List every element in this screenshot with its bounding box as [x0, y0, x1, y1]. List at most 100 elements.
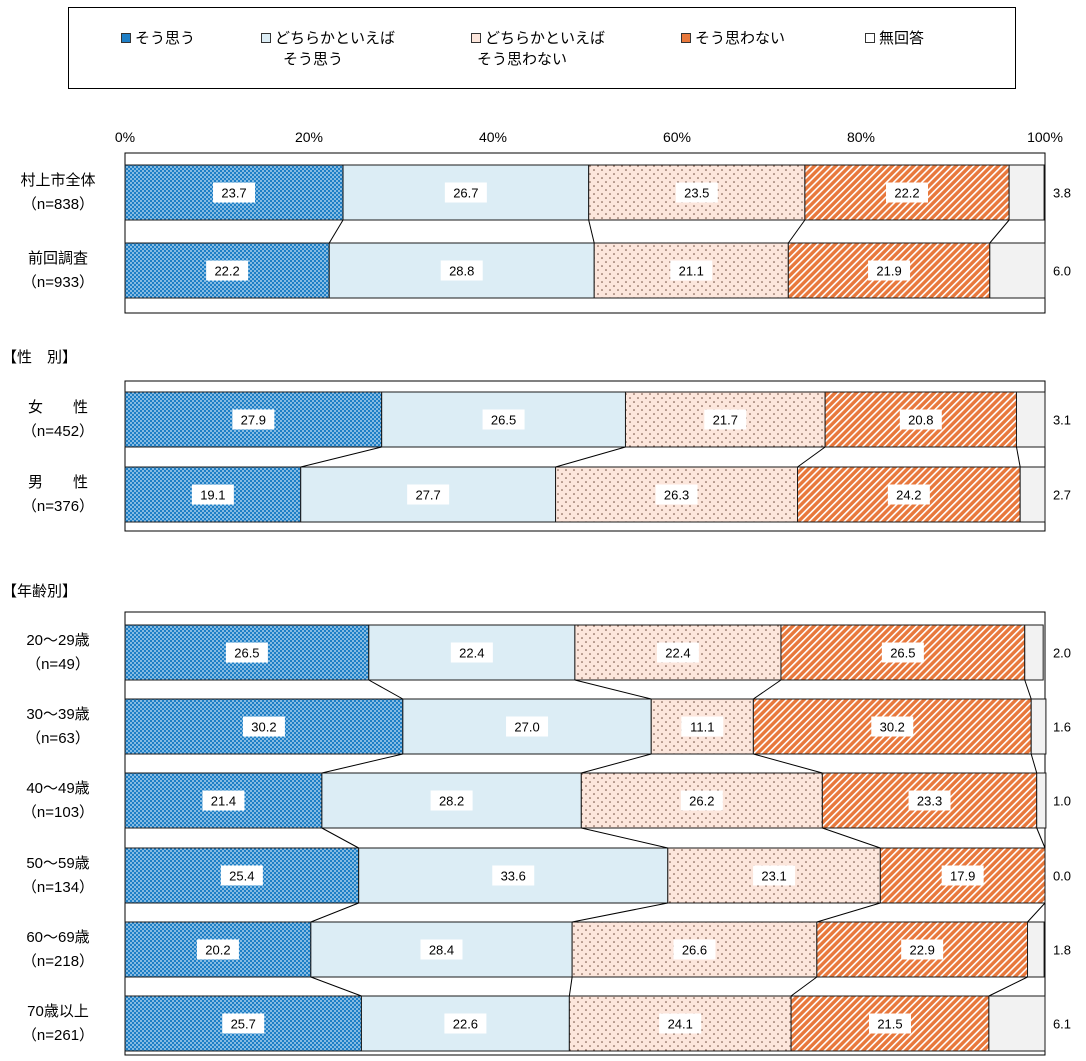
- x-tick-label: 100%: [1027, 129, 1063, 145]
- connector-line: [328, 219, 344, 244]
- data-label: 22.4: [459, 646, 484, 661]
- connector-line: [822, 827, 881, 849]
- data-label: 26.3: [664, 488, 689, 503]
- row-sublabel: （n=452）: [22, 423, 94, 440]
- connector-line: [581, 753, 652, 774]
- segment-mukaitou: [989, 242, 1046, 299]
- data-label-bg: [887, 484, 930, 505]
- data-label: 25.4: [229, 869, 254, 884]
- data-label-outside: 1.8: [1053, 943, 1071, 958]
- segment-mukaitou: [1027, 921, 1045, 978]
- data-label-bg: [871, 716, 914, 737]
- data-label-bg: [225, 642, 268, 663]
- data-label-outside: 6.1: [1053, 1017, 1071, 1032]
- segment-soumou: [124, 847, 360, 904]
- data-label: 11.1: [690, 720, 714, 735]
- x-tick-label: 20%: [295, 129, 323, 145]
- data-label-bg: [899, 409, 942, 430]
- connector-line: [753, 679, 782, 700]
- data-label-bg: [670, 260, 713, 281]
- data-label-bg: [680, 790, 723, 811]
- segment-mukaitou: [1008, 164, 1045, 221]
- row-sublabel: （n=63）: [26, 730, 90, 747]
- segment-mukaitou: [1036, 772, 1047, 829]
- data-label-bg: [753, 865, 796, 886]
- data-label-bg: [206, 260, 249, 281]
- segment-mukaitou: [1030, 698, 1047, 755]
- connector-line: [1027, 902, 1046, 923]
- plot-frame: [124, 611, 1046, 1056]
- plot-frame: [124, 152, 1046, 314]
- x-tick-label: 80%: [847, 129, 875, 145]
- row-label: 前回調査: [28, 250, 88, 267]
- data-label-bg: [675, 182, 718, 203]
- data-label-bg: [202, 790, 245, 811]
- data-label: 22.2: [214, 264, 239, 279]
- data-label: 17.9: [950, 869, 975, 884]
- connector-line: [1036, 827, 1046, 849]
- data-label: 21.1: [679, 264, 704, 279]
- data-label: 26.2: [689, 794, 714, 809]
- data-label-bg: [440, 260, 483, 281]
- plot-frame: [124, 380, 1046, 532]
- row-label: 30～39歳: [26, 706, 89, 723]
- data-label-outside: 1.6: [1053, 720, 1071, 735]
- data-label-outside: 2.7: [1053, 488, 1071, 503]
- connector-line: [816, 902, 881, 923]
- data-label-bg: [222, 1013, 265, 1034]
- legend-label: どちらかといえば: [275, 29, 396, 47]
- connector-line: [310, 976, 362, 997]
- connector-line: [988, 976, 1028, 997]
- legend-swatch-sowanai: [681, 33, 691, 43]
- connector-line: [790, 976, 818, 997]
- legend-swatch-mukaitou: [865, 33, 875, 43]
- connector-line: [1030, 753, 1038, 774]
- data-label-bg: [196, 939, 239, 960]
- data-label: 22.4: [665, 646, 690, 661]
- legend-swatch-dochira-sou: [261, 33, 271, 43]
- row-label: 60～69歳: [26, 929, 89, 946]
- data-label-bg: [450, 642, 493, 663]
- data-label-outside: 3.1: [1053, 413, 1071, 428]
- legend-item-sowanai: そう思わない: [681, 28, 785, 49]
- row-sublabel: （n=261）: [22, 1027, 94, 1044]
- data-label: 21.4: [211, 794, 236, 809]
- group-heading: 【性 別】: [2, 349, 77, 366]
- connector-line: [321, 753, 403, 774]
- row-label: 女 性: [28, 398, 88, 416]
- data-label: 22.6: [453, 1017, 478, 1032]
- row-label: 20～29歳: [26, 632, 89, 649]
- legend-label: 無回答: [879, 29, 925, 47]
- data-label: 23.5: [684, 186, 709, 201]
- data-label-bg: [506, 716, 549, 737]
- data-label: 27.0: [514, 720, 539, 735]
- connector-line: [572, 902, 668, 923]
- data-label: 26.5: [491, 413, 516, 428]
- row-sublabel: （n=838）: [22, 196, 94, 213]
- data-label: 22.9: [910, 943, 935, 958]
- data-label: 33.6: [501, 869, 526, 884]
- data-label-bg: [220, 865, 263, 886]
- segment-mukaitou: [1019, 466, 1046, 523]
- segment-mukaitou: [988, 995, 1046, 1052]
- data-label: 23.7: [221, 186, 246, 201]
- data-label: 23.1: [761, 869, 786, 884]
- data-label: 30.2: [880, 720, 905, 735]
- data-label: 28.4: [429, 943, 454, 958]
- segment-mukaitou: [1015, 391, 1046, 448]
- data-label: 26.5: [234, 646, 259, 661]
- data-label-bg: [881, 642, 924, 663]
- connector-line: [989, 219, 1010, 244]
- row-sublabel: （n=103）: [22, 804, 94, 821]
- connector-line: [321, 827, 359, 849]
- data-label: 27.9: [241, 413, 266, 428]
- data-label-bg: [213, 182, 256, 203]
- row-sublabel: （n=134）: [22, 879, 94, 896]
- data-label: 26.5: [890, 646, 915, 661]
- data-label-bg: [868, 260, 911, 281]
- data-label-outside: 0.0: [1053, 869, 1071, 884]
- data-label-bg: [430, 790, 473, 811]
- data-label-bg: [420, 939, 463, 960]
- row-sublabel: （n=218）: [22, 953, 94, 970]
- legend-label-line2: そう思う: [283, 50, 344, 68]
